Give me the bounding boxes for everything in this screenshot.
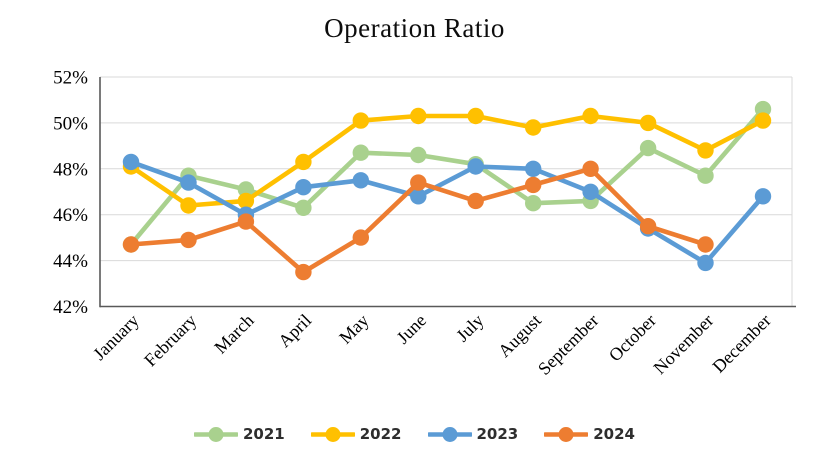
x-tick-label: November: [650, 310, 718, 378]
data-point-2021: [410, 146, 427, 164]
data-point-2021: [639, 139, 657, 157]
legend-item-2024: 2024: [544, 425, 635, 443]
series-line-2022: [128, 113, 766, 208]
data-point-2024: [237, 213, 255, 230]
data-point-2024: [467, 192, 484, 210]
data-point-2024: [352, 229, 369, 246]
legend-marker-icon: [194, 426, 238, 442]
legend-label: 2021: [243, 425, 285, 443]
legend-item-2022: 2022: [310, 425, 402, 443]
data-point-2022: [639, 114, 657, 132]
legend-item-2021: 2021: [194, 425, 285, 443]
x-tick-label: June: [393, 310, 430, 347]
data-point-2023: [582, 183, 599, 200]
data-point-2024: [697, 236, 714, 253]
data-point-2023: [410, 188, 427, 205]
x-tick-label: December: [708, 310, 774, 376]
data-point-2024: [582, 160, 599, 177]
x-tick-label: July: [452, 310, 487, 345]
data-point-2022: [180, 197, 197, 214]
data-point-2023: [180, 174, 197, 191]
x-tick-label: March: [210, 310, 257, 357]
data-point-2023: [754, 188, 772, 205]
y-tick-label: 50%: [53, 113, 88, 134]
x-tick-label: August: [494, 310, 545, 361]
data-point-2022: [467, 107, 484, 125]
data-point-2021: [237, 181, 255, 198]
x-tick-label: April: [274, 310, 315, 351]
data-point-2022: [697, 142, 714, 159]
series-line-2023: [128, 159, 766, 266]
data-point-2024: [122, 236, 140, 253]
data-point-2022: [525, 119, 542, 136]
data-point-2021: [525, 195, 542, 212]
y-tick-label: 46%: [53, 205, 88, 226]
x-tick-label: May: [335, 310, 372, 347]
data-point-2024: [180, 231, 197, 249]
data-point-2022: [582, 107, 599, 125]
chart-legend: 2021 2022 2023 2024: [0, 425, 829, 443]
data-point-2023: [122, 153, 140, 171]
legend-label: 2024: [593, 425, 635, 443]
data-point-2024: [295, 263, 312, 281]
data-point-2022: [237, 192, 255, 210]
data-point-2021: [295, 199, 312, 216]
x-tick-label: January: [89, 310, 143, 364]
data-point-2023: [295, 179, 312, 196]
data-point-2023: [467, 158, 484, 175]
y-tick-label: 42%: [53, 297, 88, 318]
legend-marker-icon: [427, 426, 472, 442]
legend-marker-icon: [310, 426, 355, 442]
series-line-2021: [128, 106, 766, 247]
data-point-2021: [352, 144, 369, 161]
legend-marker-icon: [544, 426, 589, 442]
data-point-2024: [525, 176, 542, 194]
data-point-2024: [410, 174, 427, 191]
data-point-2021: [697, 167, 714, 184]
legend-label: 2023: [476, 425, 519, 443]
legend-label: 2022: [359, 425, 402, 443]
x-tick-label: September: [534, 310, 603, 379]
data-point-2023: [697, 254, 714, 272]
x-tick-label: October: [605, 310, 660, 365]
data-point-2022: [295, 153, 312, 171]
x-tick-label: February: [140, 310, 200, 370]
y-tick-label: 44%: [53, 251, 88, 272]
data-point-2022: [410, 107, 427, 125]
legend-item-2023: 2023: [427, 425, 519, 443]
chart-title: Operation Ratio: [324, 13, 505, 43]
y-tick-label: 52%: [53, 68, 88, 89]
data-point-2021: [754, 100, 772, 118]
data-point-2024: [639, 218, 657, 235]
y-tick-label: 48%: [53, 159, 88, 180]
data-point-2022: [754, 112, 772, 129]
data-point-2023: [525, 160, 542, 177]
data-point-2023: [352, 172, 369, 189]
data-point-2022: [352, 112, 369, 129]
